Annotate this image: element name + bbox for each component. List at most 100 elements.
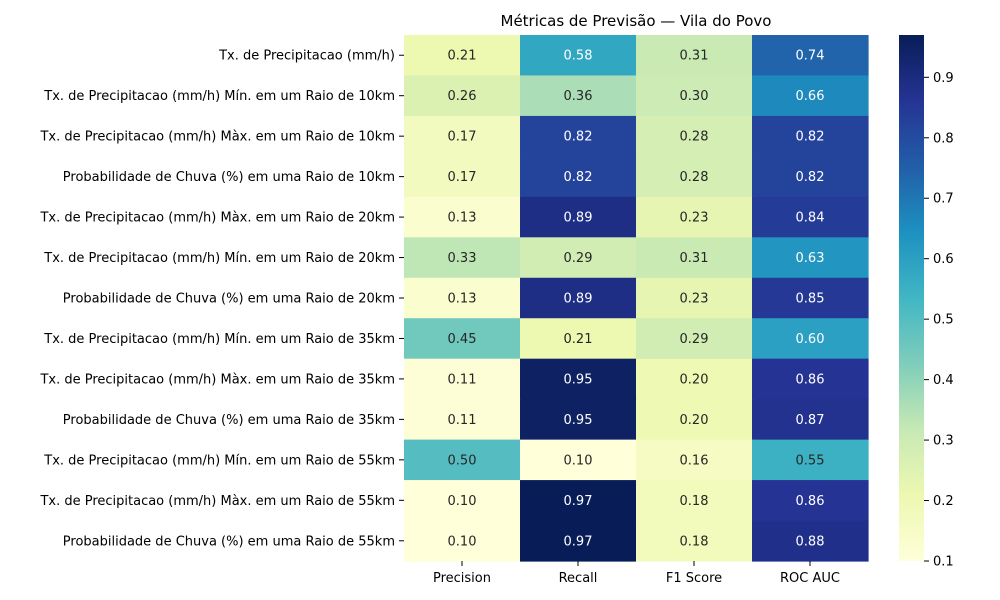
cell-value-label: 0.10 xyxy=(564,453,593,468)
row-label: Tx. de Precipitacao (mm/h) Màx. em um Ra… xyxy=(39,372,395,387)
heatmap-cell xyxy=(404,237,521,279)
cell-value-label: 0.89 xyxy=(564,211,593,226)
cell-value-label: 0.84 xyxy=(796,211,825,226)
heatmap-cell xyxy=(404,277,521,319)
cell-value-label: 0.82 xyxy=(796,130,825,145)
row-label: Tx. de Precipitacao (mm/h) Mín. em um Ra… xyxy=(43,453,395,468)
cell-value-label: 0.13 xyxy=(448,292,477,307)
heatmap-cell xyxy=(404,318,521,360)
cell-value-label: 0.21 xyxy=(448,49,477,64)
heatmap-cell xyxy=(752,156,869,198)
cell-value-label: 0.74 xyxy=(796,49,825,64)
cell-value-label: 0.31 xyxy=(680,251,709,266)
cell-value-label: 0.28 xyxy=(680,130,709,145)
heatmap-cell xyxy=(636,35,753,77)
cell-value-label: 0.45 xyxy=(448,332,477,347)
cell-value-label: 0.23 xyxy=(680,211,709,226)
heatmap-cell xyxy=(520,237,637,279)
cell-value-label: 0.11 xyxy=(448,372,477,387)
heatmap-cell xyxy=(636,358,753,400)
heatmap-cells: 0.21 0.58 0.31 0.74 0.26 0.36 0.30 0.66 0.17 0.82… xyxy=(404,35,869,562)
column-labels: Precision Recall F1 Score ROC AUC xyxy=(433,561,840,586)
colorbar-tick-label: 0.1 xyxy=(933,555,954,570)
cell-value-label: 0.97 xyxy=(564,494,593,509)
heatmap-cell xyxy=(404,358,521,400)
cell-value-label: 0.95 xyxy=(564,413,593,428)
heatmap-cell xyxy=(752,358,869,400)
heatmap-cell xyxy=(404,196,521,238)
row-label: Tx. de Precipitacao (mm/h) Màx. em um Ra… xyxy=(39,494,395,509)
colorbar-tick-label: 0.2 xyxy=(933,494,954,509)
cell-value-label: 0.21 xyxy=(564,332,593,347)
row-label: Tx. de Precipitacao (mm/h) Mín. em um Ra… xyxy=(43,251,395,266)
column-label: ROC AUC xyxy=(780,571,840,586)
heatmap-cell xyxy=(404,480,521,522)
row-label: Tx. de Precipitacao (mm/h) Mín. em um Ra… xyxy=(43,332,395,347)
heatmap-cell xyxy=(752,75,869,117)
heatmap-cell xyxy=(520,480,637,522)
column-label: F1 Score xyxy=(666,571,722,586)
heatmap-cell xyxy=(636,399,753,441)
cell-value-label: 0.86 xyxy=(796,494,825,509)
cell-value-label: 0.86 xyxy=(796,372,825,387)
heatmap-cell xyxy=(404,35,521,77)
cell-value-label: 0.30 xyxy=(680,89,709,104)
heatmap-cell xyxy=(752,399,869,441)
heatmap-cell xyxy=(752,196,869,238)
colorbar-tick-label: 0.8 xyxy=(933,131,954,146)
cell-value-label: 0.29 xyxy=(680,332,709,347)
row-label: Probabilidade de Chuva (%) em uma Raio d… xyxy=(63,534,395,549)
colorbar-tick-label: 0.4 xyxy=(933,373,954,388)
cell-value-label: 0.28 xyxy=(680,170,709,185)
heatmap-cell xyxy=(404,439,521,481)
cell-value-label: 0.63 xyxy=(796,251,825,266)
cell-value-label: 0.60 xyxy=(796,332,825,347)
cell-value-label: 0.55 xyxy=(796,453,825,468)
heatmap-cell xyxy=(636,480,753,522)
cell-value-label: 0.85 xyxy=(796,292,825,307)
heatmap-cell xyxy=(520,196,637,238)
heatmap-cell xyxy=(752,277,869,319)
heatmap-cell xyxy=(752,115,869,157)
cell-value-label: 0.23 xyxy=(680,292,709,307)
cell-value-label: 0.95 xyxy=(564,372,593,387)
heatmap-cell xyxy=(520,75,637,117)
cell-value-label: 0.20 xyxy=(680,372,709,387)
cell-value-label: 0.18 xyxy=(680,494,709,509)
row-label: Probabilidade de Chuva (%) em uma Raio d… xyxy=(63,292,395,307)
cell-value-label: 0.87 xyxy=(796,413,825,428)
cell-value-label: 0.58 xyxy=(564,49,593,64)
heatmap-cell xyxy=(636,520,753,562)
row-labels: Tx. de Precipitacao (mm/h) Tx. de Precipi… xyxy=(39,49,404,549)
colorbar-tick-label: 0.7 xyxy=(933,192,954,207)
cell-value-label: 0.97 xyxy=(564,534,593,549)
colorbar-tick-label: 0.9 xyxy=(933,71,954,86)
cell-value-label: 0.26 xyxy=(448,89,477,104)
heatmap-cell xyxy=(636,156,753,198)
cell-value-label: 0.29 xyxy=(564,251,593,266)
heatmap-cell xyxy=(752,520,869,562)
cell-value-label: 0.31 xyxy=(680,49,709,64)
heatmap-cell xyxy=(636,237,753,279)
heatmap-cell xyxy=(520,399,637,441)
cell-value-label: 0.20 xyxy=(680,413,709,428)
cell-value-label: 0.82 xyxy=(796,170,825,185)
colorbar-tick-label: 0.6 xyxy=(933,252,954,267)
column-label: Recall xyxy=(559,571,598,586)
cell-value-label: 0.17 xyxy=(448,170,477,185)
chart-title: Métricas de Previsão — Vila do Povo xyxy=(501,12,772,30)
row-label: Tx. de Precipitacao (mm/h) Màx. em um Ra… xyxy=(39,211,395,226)
colorbar-tick-label: 0.5 xyxy=(933,313,954,328)
colorbar: 0.1 0.2 0.3 0.4 0.5 0.6 0.7 0.8 0.9 xyxy=(899,35,954,570)
heatmap-cell xyxy=(636,318,753,360)
heatmap-cell xyxy=(520,439,637,481)
row-label: Tx. de Precipitacao (mm/h) Mín. em um Ra… xyxy=(43,89,395,104)
row-label: Tx. de Precipitacao (mm/h) xyxy=(218,49,395,64)
cell-value-label: 0.13 xyxy=(448,211,477,226)
heatmap-cell xyxy=(752,439,869,481)
row-label: Probabilidade de Chuva (%) em uma Raio d… xyxy=(63,170,395,185)
heatmap-cell xyxy=(752,480,869,522)
heatmap-cell xyxy=(404,156,521,198)
colorbar-gradient xyxy=(899,35,924,561)
